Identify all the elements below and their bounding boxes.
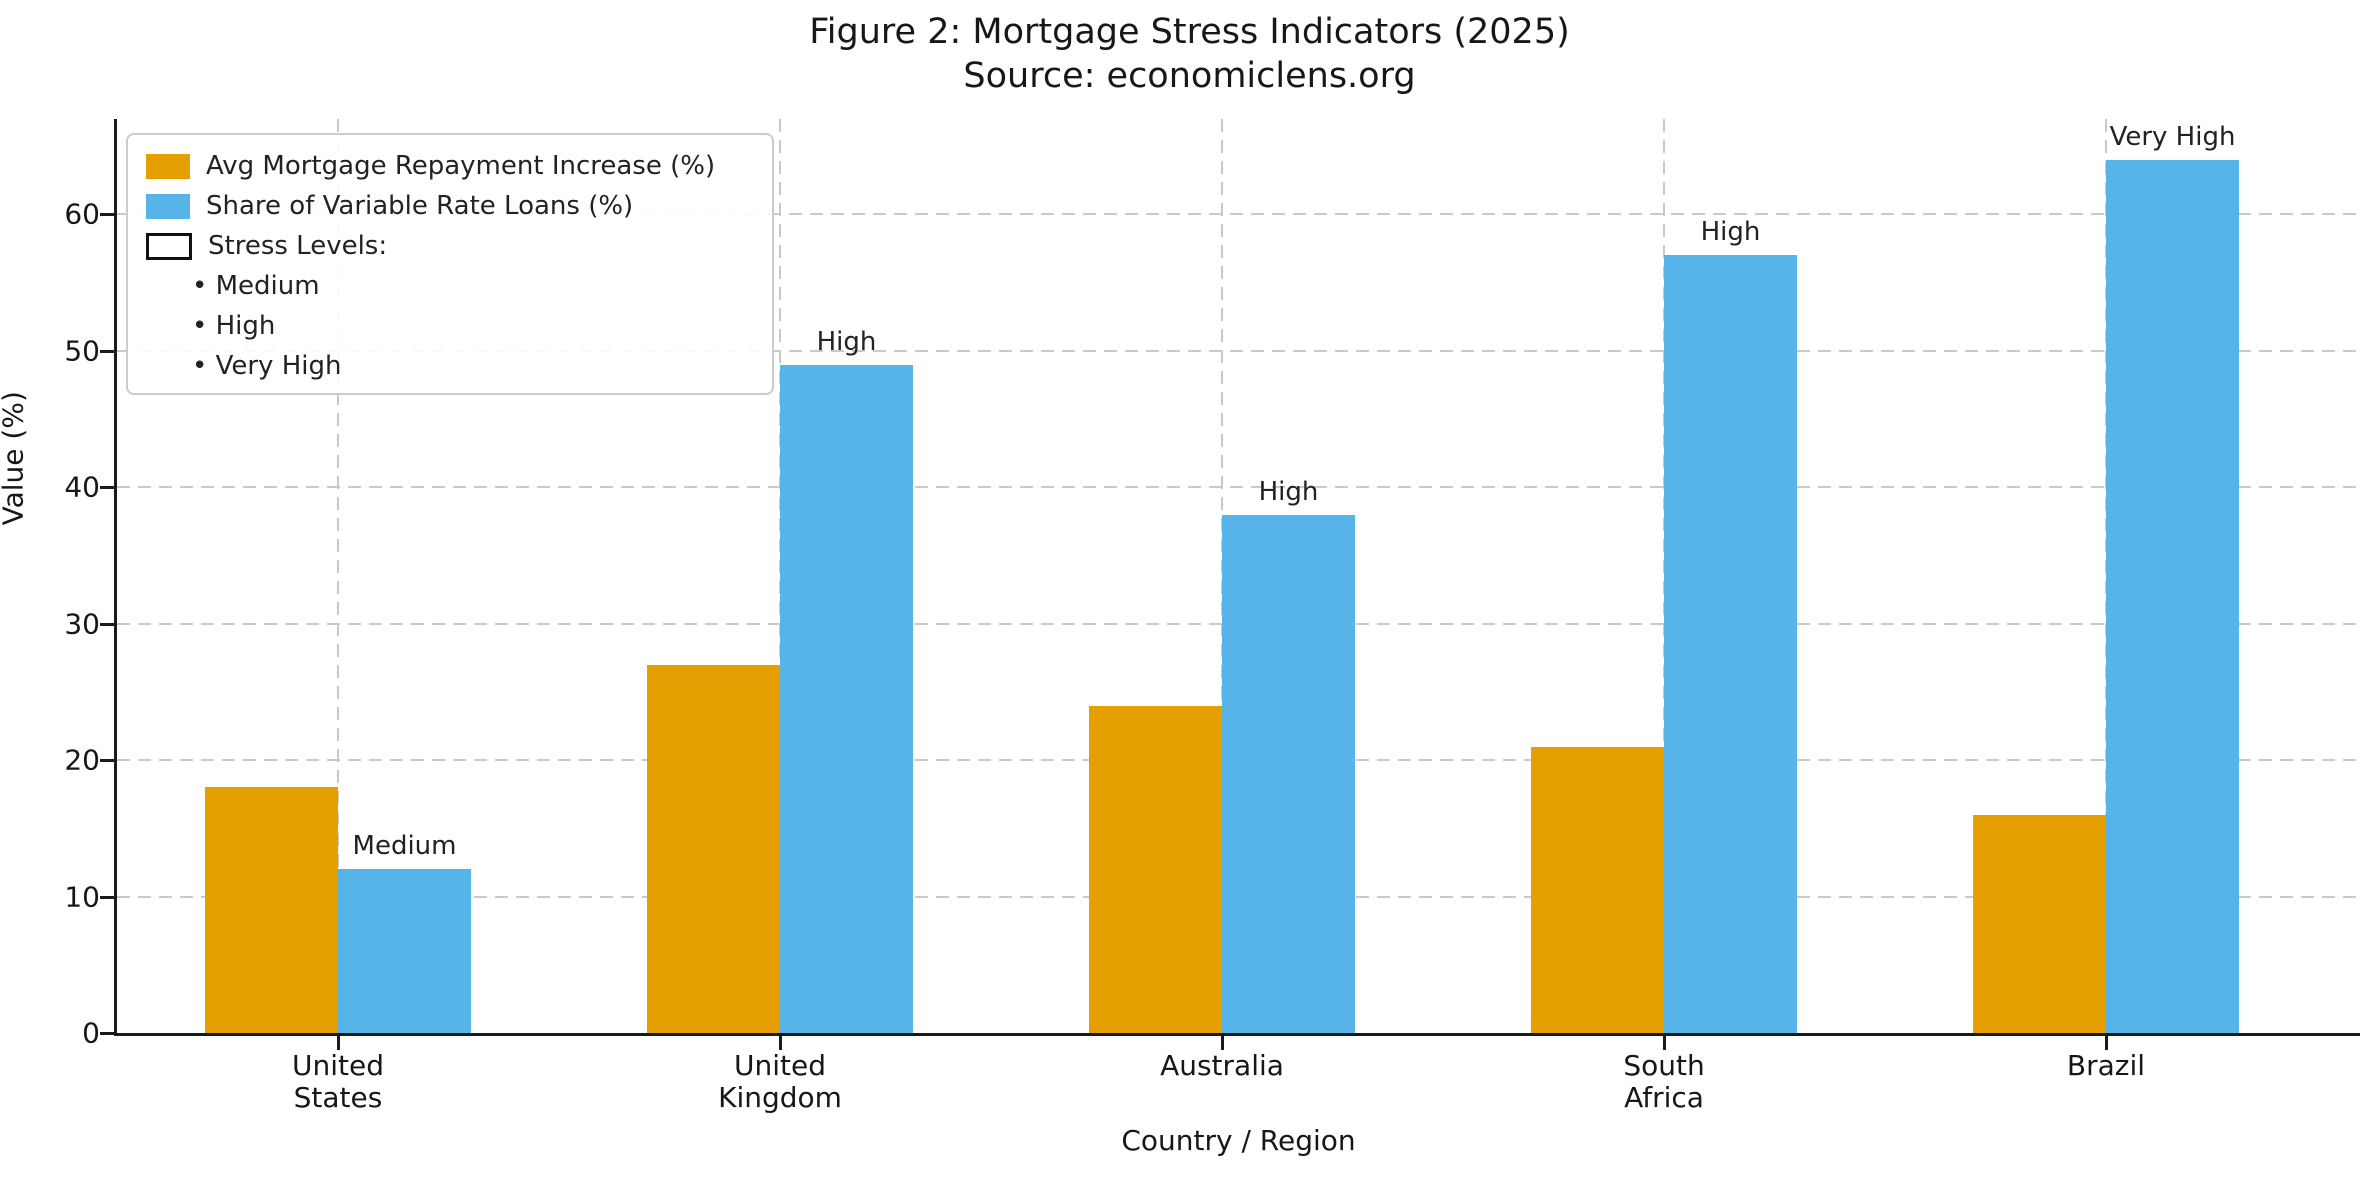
stress-annotation-1: High <box>816 326 877 357</box>
legend-bullet-item-2: • Very High <box>192 351 342 381</box>
bar-avg-repayment-3 <box>1531 746 1664 1033</box>
gridline-x-0 <box>337 119 339 1033</box>
legend-row-2: Stress Levels: <box>128 226 772 266</box>
legend-bullet-row-0: • Medium <box>128 266 772 306</box>
chart-title-line1: Figure 2: Mortgage Stress Indicators (20… <box>809 12 1570 52</box>
gridline-y-60 <box>117 213 2360 216</box>
x-tick-0 <box>337 1036 340 1050</box>
stress-annotation-3: High <box>1700 217 1761 248</box>
y-tick-20 <box>100 759 114 763</box>
stress-annotation-0: Medium <box>352 831 457 862</box>
bar-avg-repayment-4 <box>1973 814 2106 1033</box>
legend-label-0: Avg Mortgage Repayment Increase (%) <box>206 151 716 181</box>
legend-outline-swatch-icon <box>146 232 192 260</box>
y-tick-30 <box>100 622 114 626</box>
bar-variable-rate-4 <box>2106 159 2239 1033</box>
bar-avg-repayment-0 <box>205 787 338 1033</box>
legend-color-swatch-icon <box>146 193 190 219</box>
stress-annotation-4: Very High <box>2109 121 2236 152</box>
y-tick-0 <box>100 1032 114 1035</box>
legend-color-swatch-icon <box>146 153 190 179</box>
legend-bullet-row-1: • High <box>128 306 772 346</box>
bar-variable-rate-0 <box>338 869 471 1033</box>
x-tick-1 <box>779 1036 782 1050</box>
gridline-y-40 <box>117 486 2360 489</box>
legend-row-1: Share of Variable Rate Loans (%) <box>128 186 772 226</box>
legend-row-0: Avg Mortgage Repayment Increase (%) <box>128 146 772 186</box>
x-tick-label-3: South Africa <box>1623 1049 1705 1115</box>
gridline-y-50 <box>117 349 2360 352</box>
bar-avg-repayment-1 <box>647 664 780 1033</box>
legend-label-1: Share of Variable Rate Loans (%) <box>206 191 634 221</box>
x-axis-label: Country / Region <box>1121 1124 1356 1157</box>
y-tick-label-10: 10 <box>64 880 100 914</box>
y-tick-label-20: 20 <box>64 743 100 777</box>
y-tick-60 <box>100 213 114 217</box>
x-tick-label-0: United States <box>292 1049 384 1115</box>
x-tick-3 <box>1663 1036 1666 1050</box>
x-tick-2 <box>1221 1036 1224 1050</box>
legend-bullet-item-0: • Medium <box>192 271 320 301</box>
x-tick-label-1: United Kingdom <box>718 1049 842 1115</box>
chart-title: Figure 2: Mortgage Stress Indicators (20… <box>0 10 2379 98</box>
legend-bullet-item-1: • High <box>192 311 276 341</box>
y-tick-label-30: 30 <box>64 607 100 641</box>
x-tick-4 <box>2105 1036 2108 1050</box>
bar-variable-rate-3 <box>1664 255 1797 1033</box>
chart-title-line2: Source: economiclens.org <box>963 56 1416 97</box>
y-tick-label-50: 50 <box>64 334 100 368</box>
y-tick-50 <box>100 349 114 353</box>
x-axis-spine <box>114 1033 2360 1036</box>
stress-annotation-2: High <box>1258 476 1319 507</box>
y-tick-40 <box>100 486 114 490</box>
bar-variable-rate-2 <box>1222 514 1355 1033</box>
x-tick-label-2: Australia <box>1160 1049 1284 1082</box>
plot-area: 0 10 20 30 40 50 60 United States Medium United K… <box>64 119 2360 1114</box>
y-tick-label-40: 40 <box>64 470 100 504</box>
x-tick-label-4: Brazil <box>2066 1049 2146 1082</box>
y-axis-spine <box>114 119 117 1036</box>
y-tick-label-0: 0 <box>82 1016 100 1050</box>
y-axis-label: Value (%) <box>0 391 30 526</box>
y-tick-label-60: 60 <box>64 197 100 231</box>
bar-variable-rate-1 <box>780 364 913 1033</box>
legend: Avg Mortgage Repayment Increase (%) Share… <box>126 133 774 395</box>
legend-bullet-row-2: • Very High <box>128 346 772 386</box>
legend-label-2: Stress Levels: <box>208 231 388 261</box>
bar-avg-repayment-2 <box>1089 705 1222 1033</box>
y-tick-10 <box>100 895 114 899</box>
